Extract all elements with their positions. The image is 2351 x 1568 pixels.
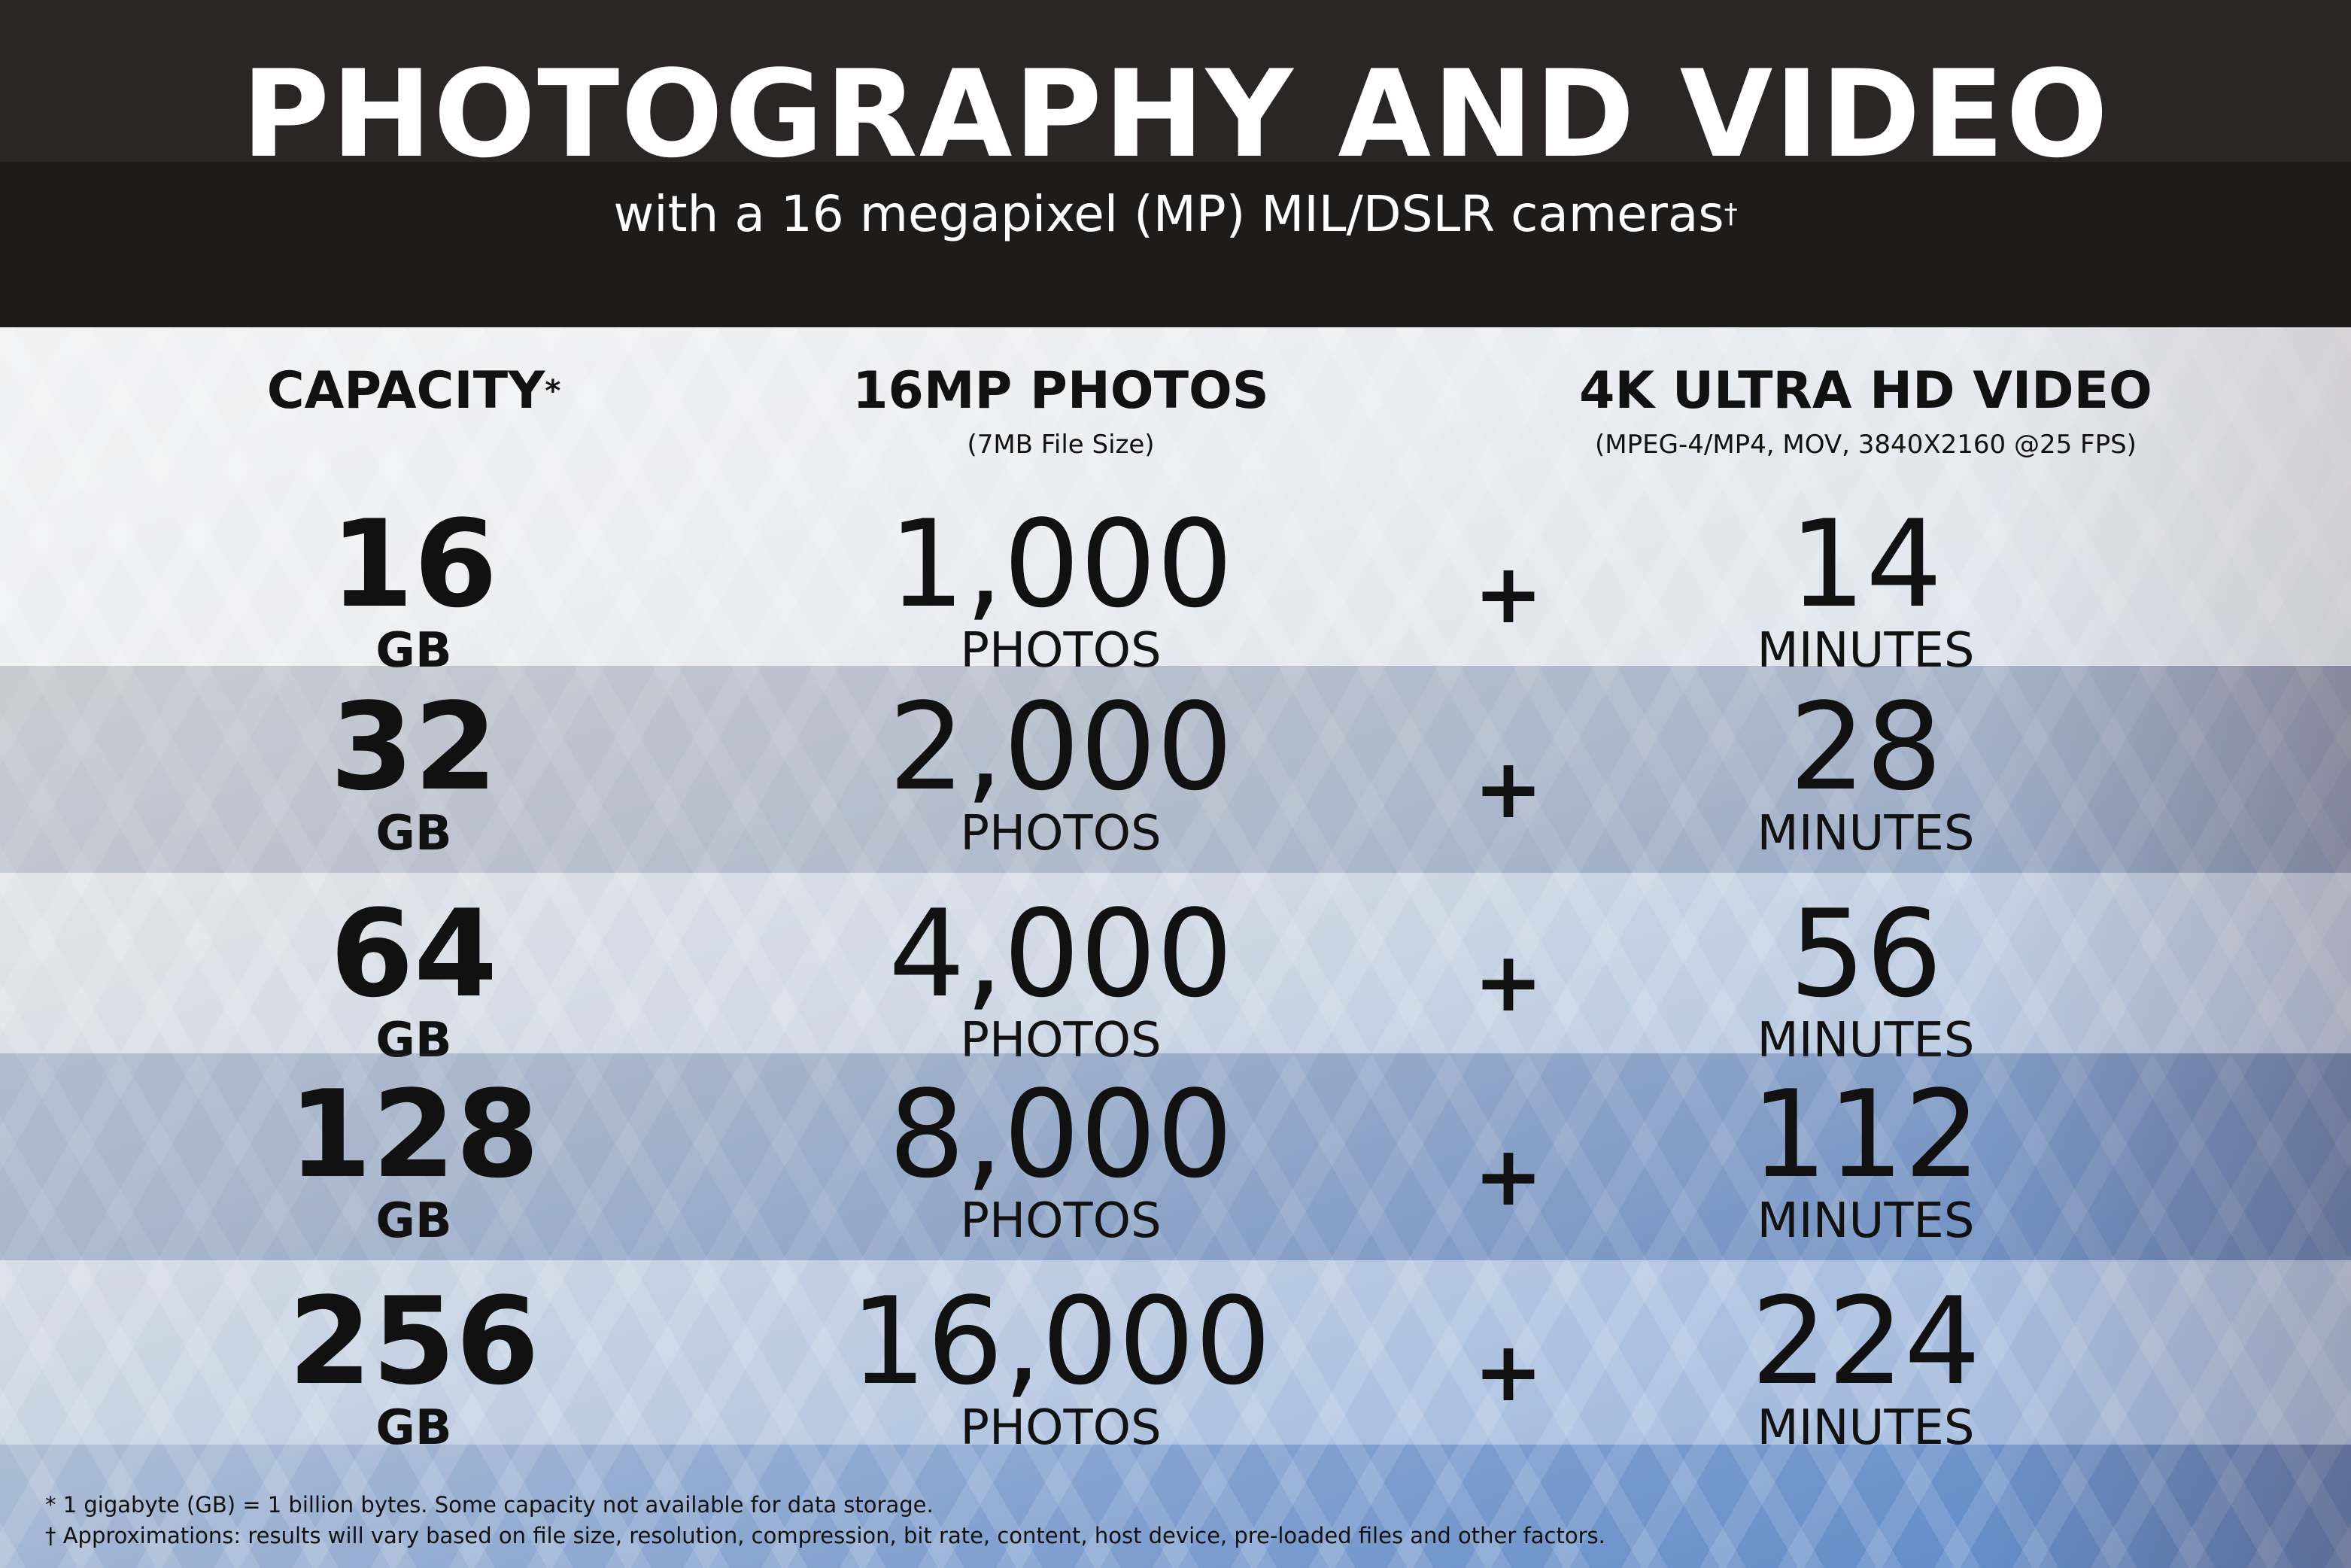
column-header-photos: 16MP PHOTOS (7MB File Size) [852, 361, 1269, 460]
column-header-video: 4K ULTRA HD VIDEO (MPEG-4/MP4, MOV, 3840X… [1579, 361, 2152, 460]
video-unit: MINUTES [1757, 623, 1975, 679]
capacity-value: 32 [330, 676, 498, 817]
page-subtitle: with a 16 megapixel (MP) MIL/DSLR camera… [613, 185, 1738, 243]
video-value: 14 [1789, 494, 1942, 634]
photos-cell: 4,000 PHOTOS [752, 873, 1369, 1068]
capacity-cell: 128 GB [188, 1053, 639, 1260]
plus-cell: + [1429, 1260, 1587, 1445]
page-title: PHOTOGRAPHY AND VIDEO [241, 44, 2110, 184]
capacity-value: 64 [330, 883, 498, 1024]
photos-value: 1,000 [888, 494, 1234, 634]
capacity-unit: GB [375, 1013, 452, 1068]
photos-value: 4,000 [888, 883, 1234, 1024]
capacity-value: 16 [330, 494, 498, 634]
capacity-value: 256 [288, 1271, 539, 1412]
footnote: † Approximations: results will vary base… [45, 1523, 1605, 1548]
capacity-cell: 32 GB [188, 666, 639, 873]
video-cell: 28 MINUTES [1505, 666, 2227, 873]
table-header: CAPACITY* 16MP PHOTOS (7MB File Size) 4K … [0, 327, 2351, 483]
footnotes: * 1 gigabyte (GB) = 1 billion bytes. Som… [45, 1490, 1605, 1551]
video-cell: 56 MINUTES [1505, 873, 2227, 1068]
table-row: 128 GB 8,000 PHOTOS + 112 MINUTES [0, 1053, 2351, 1260]
photos-value: 8,000 [888, 1064, 1234, 1205]
photos-unit: PHOTOS [960, 1013, 1162, 1068]
photos-unit: PHOTOS [960, 806, 1162, 861]
video-unit: MINUTES [1757, 1193, 1975, 1249]
video-unit: MINUTES [1757, 806, 1975, 861]
table-row: 32 GB 2,000 PHOTOS + 28 MINUTES [0, 666, 2351, 873]
capacity-cell: 64 GB [188, 873, 639, 1068]
photos-unit: PHOTOS [960, 1400, 1162, 1456]
photos-value: 2,000 [888, 676, 1234, 817]
capacity-unit: GB [375, 1193, 452, 1249]
photos-unit: PHOTOS [960, 623, 1162, 679]
capacity-value: 128 [288, 1064, 539, 1205]
video-value: 56 [1789, 883, 1942, 1024]
photos-cell: 16,000 PHOTOS [752, 1260, 1369, 1455]
capacity-cell: 256 GB [188, 1260, 639, 1455]
photos-cell: 1,000 PHOTOS [752, 483, 1369, 678]
plus-icon: + [1473, 1127, 1544, 1224]
plus-cell: + [1429, 1053, 1587, 1260]
photos-unit: PHOTOS [960, 1193, 1162, 1249]
plus-icon: + [1473, 1323, 1544, 1420]
video-cell: 224 MINUTES [1505, 1260, 2227, 1455]
table-row: 64 GB 4,000 PHOTOS + 56 MINUTES [0, 873, 2351, 1068]
video-cell: 14 MINUTES [1505, 483, 2227, 678]
photos-cell: 2,000 PHOTOS [752, 666, 1369, 873]
video-unit: MINUTES [1757, 1400, 1975, 1456]
table-row: 256 GB 16,000 PHOTOS + 224 MINUTES [0, 1260, 2351, 1455]
plus-icon: + [1473, 545, 1544, 642]
photos-value: 16,000 [850, 1271, 1271, 1412]
plus-icon: + [1473, 934, 1544, 1030]
video-value: 28 [1789, 676, 1942, 817]
video-unit: MINUTES [1757, 1013, 1975, 1068]
table-row: 16 GB 1,000 PHOTOS + 14 MINUTES [0, 483, 2351, 678]
capacity-cell: 16 GB [188, 483, 639, 678]
video-cell: 112 MINUTES [1505, 1053, 2227, 1260]
plus-icon: + [1473, 740, 1544, 837]
capacity-unit: GB [375, 806, 452, 861]
video-value: 224 [1751, 1271, 1981, 1412]
plus-cell: + [1429, 873, 1587, 1053]
capacity-unit: GB [375, 1400, 452, 1456]
plus-cell: + [1429, 483, 1587, 666]
plus-cell: + [1429, 666, 1587, 873]
video-value: 112 [1751, 1064, 1981, 1205]
header: PHOTOGRAPHY AND VIDEO with a 16 megapixe… [0, 0, 2351, 327]
photos-cell: 8,000 PHOTOS [752, 1053, 1369, 1260]
column-header-capacity: CAPACITY* [266, 361, 561, 421]
footnote: * 1 gigabyte (GB) = 1 billion bytes. Som… [45, 1492, 934, 1518]
capacity-unit: GB [375, 623, 452, 679]
